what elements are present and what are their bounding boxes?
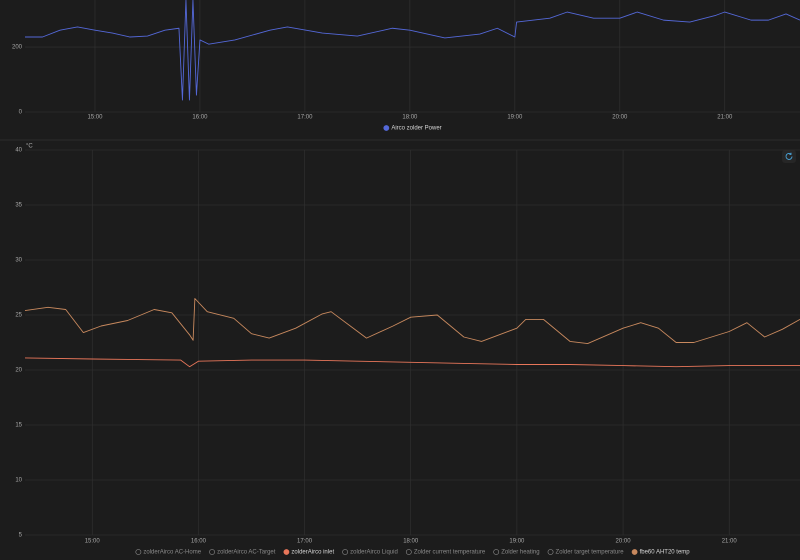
legend-item[interactable]: zolderAirco Liquid	[342, 549, 398, 556]
y-tick-label: 10	[15, 478, 22, 484]
y-tick-label: 5	[19, 533, 23, 539]
y-tick-label: 0	[19, 110, 23, 116]
y-tick-label: 25	[15, 313, 22, 319]
x-tick-label: 17:00	[297, 115, 313, 121]
series-line	[24, 357, 800, 368]
legend-swatch	[547, 549, 554, 555]
legend-item[interactable]: Zolder target temperature	[547, 549, 625, 556]
reset-icon[interactable]	[785, 152, 793, 160]
button-bg[interactable]	[782, 150, 796, 163]
legend-item[interactable]: fbe60 AHT20 temp	[631, 549, 691, 556]
legend-swatch	[493, 549, 500, 555]
x-tick-label: 16:00	[192, 115, 208, 121]
x-tick-label: 19:00	[509, 539, 525, 545]
legend-item[interactable]: Zolder heating	[493, 549, 540, 556]
x-tick-label: 15:00	[87, 115, 103, 121]
legend-swatch	[209, 549, 215, 555]
y-tick-label: 30	[15, 258, 22, 264]
x-tick-label: 20:00	[616, 539, 632, 545]
legend-label: Zolder current temperature	[414, 550, 486, 556]
reset-zoom-button[interactable]	[782, 150, 796, 163]
x-tick-label: 18:00	[402, 115, 418, 121]
x-tick-label: 21:00	[717, 115, 733, 121]
y-tick-label: 20	[15, 368, 22, 374]
x-tick-label: 21:00	[722, 539, 738, 545]
y-tick-label: 35	[15, 203, 22, 209]
legend-swatch	[135, 549, 142, 555]
x-tick-label: 17:00	[297, 539, 313, 545]
legend-item[interactable]: zolderAirco AC-Target	[209, 549, 276, 556]
y-unit-label: °C	[26, 144, 33, 150]
legend-swatch	[631, 549, 638, 555]
legend: Airco zolder Power	[383, 125, 442, 132]
legend-label: zolderAirco AC-Target	[217, 550, 276, 556]
x-tick-label: 19:00	[507, 115, 523, 121]
legend-item[interactable]: zolderAirco AC-Home	[135, 549, 202, 556]
legend: zolderAirco AC-Home zolderAirco AC-Target…	[135, 549, 691, 556]
x-tick-label: 18:00	[403, 539, 419, 545]
legend-label: zolderAirco Liquid	[350, 550, 398, 556]
legend-label: zolderAirco inlet	[291, 550, 334, 556]
legend-swatch	[342, 549, 349, 555]
series-line	[25, 0, 800, 101]
legend-label: Airco zolder Power	[391, 126, 441, 132]
x-tick-label: 20:00	[612, 115, 628, 121]
legend-item[interactable]: Airco zolder Power	[383, 125, 442, 132]
legend-swatch	[405, 549, 412, 555]
y-tick-label: 200	[12, 45, 23, 51]
y-tick-label: 40	[15, 148, 22, 154]
legend-swatch	[383, 125, 390, 131]
series-line	[24, 298, 800, 345]
legend-label: zolderAirco AC-Home	[143, 550, 201, 556]
x-tick-label: 16:00	[191, 539, 207, 545]
y-tick-label: 15	[15, 423, 22, 429]
legend-label: Zolder heating	[501, 550, 539, 556]
x-tick-label: 15:00	[85, 539, 101, 545]
legend-swatch	[283, 549, 290, 555]
legend-item[interactable]: Zolder current temperature	[405, 549, 486, 556]
legend-item[interactable]: zolderAirco inlet	[283, 549, 335, 556]
legend-label: fbe60 AHT20 temp	[640, 550, 691, 556]
legend-label: Zolder target temperature	[556, 550, 625, 556]
